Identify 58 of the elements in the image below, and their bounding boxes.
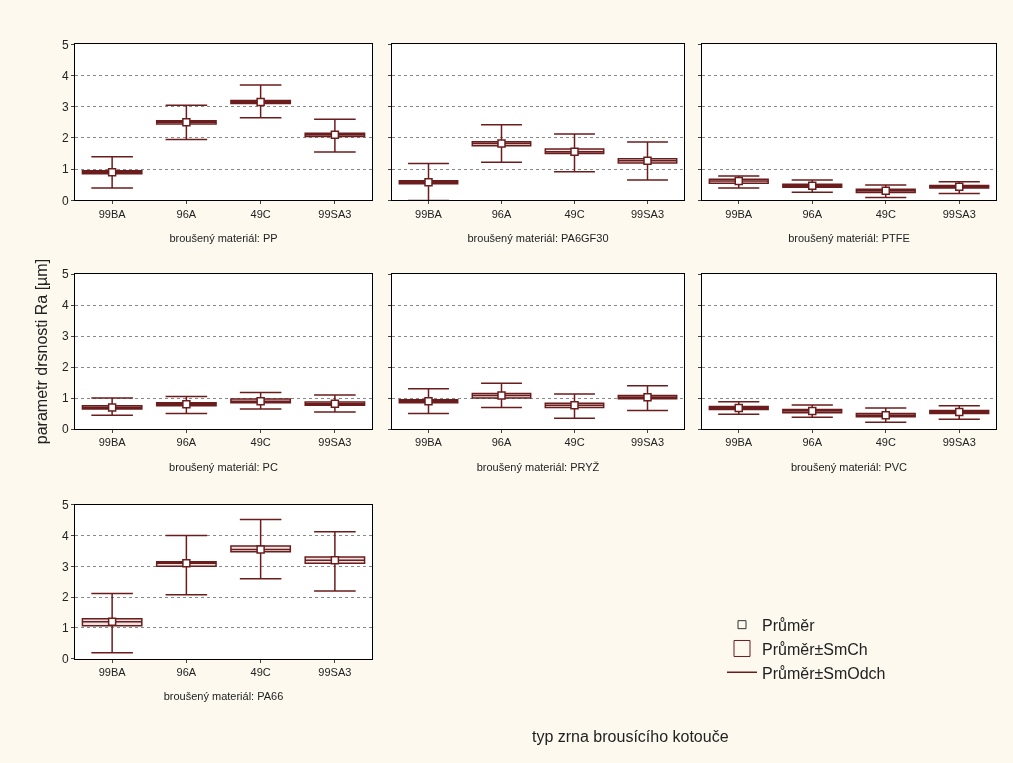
y-tick-label: 5 (61, 497, 69, 512)
x-tick-label: 99BA (415, 436, 443, 449)
x-tick-label: 99SA3 (318, 207, 352, 220)
y-tick-label: 0 (61, 652, 69, 667)
text: typ zrna brousícího kotouče (532, 728, 729, 745)
text: Průměr±SmOdch (762, 664, 886, 682)
y-tick-label: 3 (61, 99, 69, 114)
y-tick-label: 4 (61, 298, 69, 313)
x-axis-title: broušený materiál: PRYŽ (476, 460, 600, 473)
y-tick-label: 3 (61, 559, 69, 574)
x-tick-label: 96A (176, 207, 197, 220)
x-tick-label: 49C (250, 666, 271, 679)
y-tick-label: 1 (61, 162, 69, 177)
y-tick-label: 2 (61, 360, 69, 375)
x-tick-label: 99SA3 (942, 436, 976, 449)
y-tick-label: 0 (61, 422, 69, 437)
x-tick-label: 96A (491, 207, 512, 220)
text: Průměr±SmCh (762, 640, 868, 658)
y-axis-title: parametr drsnosti Ra [µm] (32, 258, 50, 445)
y-tick-label: 1 (61, 391, 69, 406)
x-tick-label: 99BA (98, 436, 127, 449)
x-axis-title: broušený materiál: PC (169, 460, 278, 473)
y-tick-label: 2 (61, 131, 69, 146)
x-axis-title: broušený materiál: PP (169, 231, 278, 244)
x-tick-label: 49C (250, 436, 271, 449)
y-tick-label: 4 (61, 68, 69, 83)
y-tick-label: 2 (61, 590, 69, 605)
x-tick-label: 99BA (98, 207, 127, 220)
x-tick-label: 49C (875, 436, 896, 449)
x-tick-label: 99SA3 (318, 666, 352, 679)
x-tick-label: 96A (802, 436, 823, 449)
x-axis-title: broušený materiál: PA66 (163, 690, 284, 703)
y-tick-label: 0 (61, 193, 69, 208)
x-axis-title: broušený materiál: PA6GF30 (467, 231, 609, 244)
x-tick-label: 99BA (415, 207, 443, 220)
x-tick-label: 99BA (98, 666, 127, 679)
x-tick-label: 99BA (725, 207, 753, 220)
x-tick-label: 96A (176, 666, 197, 679)
x-tick-label: 99SA3 (630, 436, 665, 449)
x-axis-title: broušený materiál: PTFE (788, 231, 910, 244)
x-tick-label: 49C (250, 207, 271, 220)
x-tick-label: 99SA3 (318, 436, 352, 449)
y-tick-label: 1 (61, 621, 69, 636)
x-tick-label: 49C (875, 207, 896, 220)
x-tick-label: 96A (176, 436, 197, 449)
x-tick-label: 96A (491, 436, 512, 449)
y-tick-label: 3 (61, 329, 69, 344)
y-tick-label: 5 (61, 37, 69, 52)
text: Průměr (762, 616, 816, 634)
y-tick-label: 4 (61, 528, 69, 543)
x-tick-label: 99SA3 (630, 207, 665, 220)
x-tick-label: 96A (802, 207, 823, 220)
y-tick-label: 5 (61, 267, 69, 282)
x-tick-label: 49C (564, 436, 585, 449)
x-tick-label: 49C (564, 207, 585, 220)
x-axis-title: broušený materiál: PVC (790, 460, 908, 473)
x-tick-label: 99BA (725, 436, 753, 449)
x-tick-label: 99SA3 (942, 207, 976, 220)
